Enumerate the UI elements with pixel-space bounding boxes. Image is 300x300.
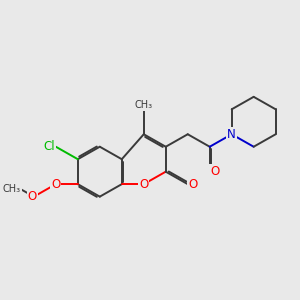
Text: N: N [227,128,236,141]
Text: O: O [28,190,37,203]
Text: O: O [188,178,198,191]
Text: CH₃: CH₃ [135,100,153,110]
Text: Cl: Cl [44,140,55,153]
Text: O: O [51,178,61,191]
Text: CH₃: CH₃ [3,184,21,194]
Text: O: O [139,178,148,191]
Text: O: O [210,165,220,178]
